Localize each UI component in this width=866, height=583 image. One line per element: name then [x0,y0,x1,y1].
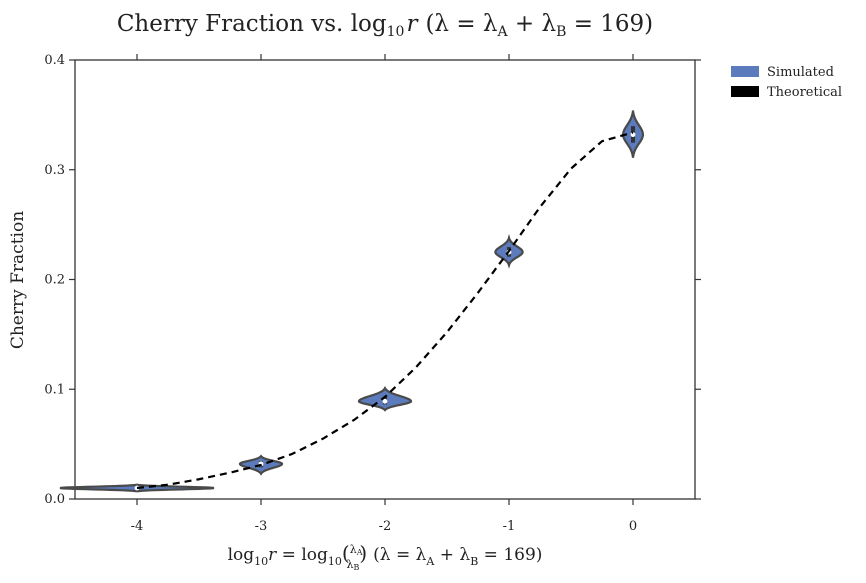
x-tick-label: -4 [131,519,144,534]
legend: Simulated Theoretical [731,65,842,100]
violin-series [59,110,644,493]
xlabel-sub10b: 10 [328,555,342,568]
x-tick-label: 0 [629,519,637,534]
x-tick-label: -1 [503,519,516,534]
y-tick-labels: 0.0 0.1 0.2 0.3 0.4 [44,53,65,507]
chart-title: Cherry Fraction vs. log10r (λ = λA + λB =… [117,11,653,40]
y-tick-label: 0.0 [44,492,65,507]
y-tick-label: 0.3 [44,163,65,178]
xlabel-subA: A [425,555,435,568]
plot-frame [74,59,696,500]
violin-median [382,398,388,404]
y-tick-label: 0.4 [44,53,65,68]
x-axis-label: log10r = log10(λA λB) (λ = λA + λB = 169) [228,541,543,572]
x-tick-labels: -4 -3 -2 -1 0 [131,519,637,534]
title-sub10: 10 [387,24,405,40]
xlabel-value: = 169) [478,545,542,565]
xlabel-log: log [228,545,255,565]
xlabel-frac-subB: B [353,563,359,572]
title-subB: B [556,24,566,40]
title-lambda: (λ = λ [425,11,497,37]
title-r: r [406,11,419,37]
xlabel-r: r [268,545,277,565]
theoretical-line [136,131,634,490]
title-value: = 169) [566,11,653,37]
legend-swatch-theoretical [731,86,759,97]
xlabel-log2: log [301,545,328,565]
y-tick-label: 0.1 [44,382,65,397]
title-log: log [351,11,387,37]
legend-label-simulated: Simulated [767,65,834,80]
xlabel-eq: = [276,545,301,565]
title-plus: + λ [508,11,556,37]
violin-median [630,132,636,138]
x-tick-label: -2 [379,519,392,534]
xlabel-paren: (λ = λ [373,545,426,565]
legend-swatch-simulated [731,66,759,77]
legend-label-theoretical: Theoretical [767,85,842,100]
xlabel-plus: + λ [434,545,470,565]
xlabel-lamA: λ [350,543,357,556]
xlabel-sub10: 10 [254,555,268,568]
y-tick-label: 0.2 [44,273,65,288]
title-prefix: Cherry Fraction vs. [117,11,351,37]
xlabel-frac-subA: A [356,548,363,557]
title-subA: A [496,24,508,40]
y-axis-label: Cherry Fraction [8,211,28,349]
xlabel-subB: B [470,555,478,568]
axis-ticks [69,54,701,505]
x-tick-label: -3 [255,519,268,534]
xlabel-lamB: λ [346,558,353,571]
theoretical-series [136,131,634,490]
